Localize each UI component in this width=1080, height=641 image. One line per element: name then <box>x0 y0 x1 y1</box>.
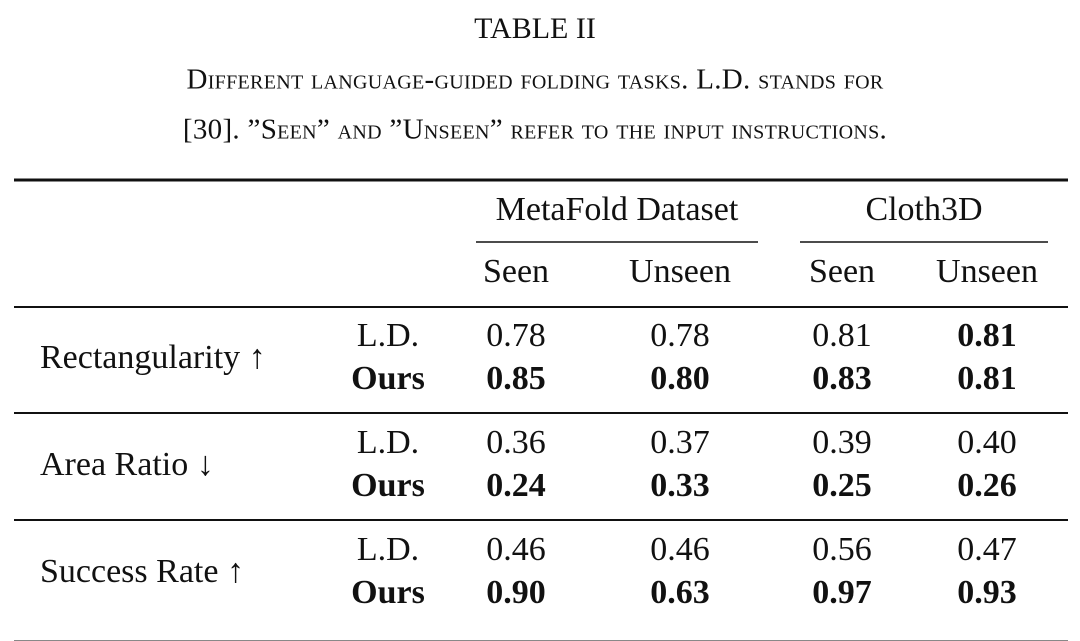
cell-value: 0.40 <box>957 424 1017 461</box>
method-label: L.D. <box>357 424 419 461</box>
caption-line: [30]. ”Seen” and ”Unseen” refer to the i… <box>183 114 887 146</box>
group-header: MetaFold Dataset <box>496 191 739 228</box>
method-label: Ours <box>351 467 425 504</box>
cell-value: 0.90 <box>486 574 546 611</box>
sub-header: Seen <box>809 253 875 290</box>
cell-value: 0.97 <box>812 574 872 611</box>
cell-value: 0.33 <box>650 467 710 504</box>
cell-value: 0.85 <box>486 360 546 397</box>
cell-value: 0.36 <box>486 424 546 461</box>
method-label: Ours <box>351 574 425 611</box>
metric-label: Area Ratio ↓ <box>40 446 214 483</box>
sub-header: Seen <box>483 253 549 290</box>
cell-value: 0.39 <box>812 424 872 461</box>
cell-value: 0.78 <box>486 317 546 354</box>
cell-value: 0.37 <box>650 424 710 461</box>
cell-value: 0.26 <box>957 467 1017 504</box>
method-label: L.D. <box>357 317 419 354</box>
method-label: Ours <box>351 360 425 397</box>
cell-value: 0.46 <box>486 531 546 568</box>
metric-label: Success Rate ↑ <box>40 553 244 590</box>
cell-value: 0.81 <box>812 317 872 354</box>
table-title: TABLE II <box>474 12 596 45</box>
group-header: Cloth3D <box>865 191 982 228</box>
cell-value: 0.93 <box>957 574 1017 611</box>
cell-value: 0.56 <box>812 531 872 568</box>
cell-value: 0.78 <box>650 317 710 354</box>
sub-header: Unseen <box>936 253 1038 290</box>
cell-value: 0.24 <box>486 467 546 504</box>
metric-label: Rectangularity ↑ <box>40 339 266 376</box>
caption-line: Different language-guided folding tasks.… <box>186 64 883 96</box>
cell-value: 0.63 <box>650 574 710 611</box>
cell-value: 0.25 <box>812 467 872 504</box>
sub-header: Unseen <box>629 253 731 290</box>
cell-value: 0.83 <box>812 360 872 397</box>
cell-value: 0.46 <box>650 531 710 568</box>
cell-value: 0.81 <box>957 360 1017 397</box>
cell-value: 0.80 <box>650 360 710 397</box>
method-label: L.D. <box>357 531 419 568</box>
cell-value: 0.81 <box>957 317 1017 354</box>
cell-value: 0.47 <box>957 531 1017 568</box>
